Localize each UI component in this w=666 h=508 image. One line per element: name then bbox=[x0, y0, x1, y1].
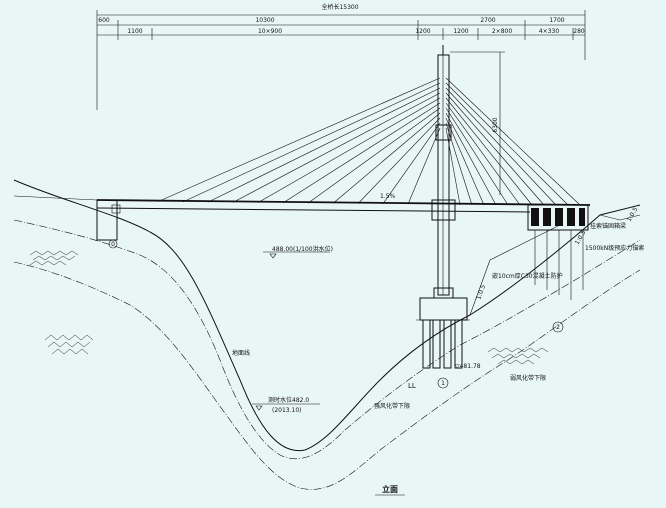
cable-right-4 bbox=[445, 97, 533, 206]
cable-right-8 bbox=[445, 117, 485, 206]
weathered-right: 弱风化带下限 bbox=[510, 374, 546, 382]
weathered-left: 强风化带下限 bbox=[374, 402, 410, 410]
cable-left-1 bbox=[182, 82, 441, 203]
cable-left-8 bbox=[357, 117, 441, 204]
dim-sub-4: 2×800 bbox=[492, 28, 512, 35]
terrain bbox=[13, 179, 641, 490]
rock-hatch-left bbox=[29, 250, 94, 355]
dim-sub-3: 1200 bbox=[453, 28, 468, 35]
cable-right-9 bbox=[445, 122, 473, 206]
slope-1: 1:0.5 bbox=[475, 284, 487, 301]
slope-main: 1.5% bbox=[380, 193, 396, 200]
cable-left-9 bbox=[382, 122, 441, 205]
cable-left-0 bbox=[157, 77, 441, 202]
dim-span-1: 10300 bbox=[255, 17, 274, 24]
deck: 0 1.5% bbox=[13, 193, 591, 249]
cable-left-4 bbox=[257, 97, 441, 203]
dim-sub-1: 10×900 bbox=[258, 28, 282, 35]
cable-right-6 bbox=[445, 107, 509, 206]
dim-sub-6: 280 bbox=[573, 28, 585, 35]
dim-span-2: 2700 bbox=[480, 17, 495, 24]
cable-right-1 bbox=[445, 82, 569, 206]
elev-pier: ▽481.78 bbox=[455, 363, 481, 370]
pier-1-label: 1 bbox=[441, 380, 445, 387]
pier-0-label: 0 bbox=[111, 241, 115, 248]
cable-right-10 bbox=[445, 127, 461, 206]
dim-span-0: 600 bbox=[98, 17, 110, 24]
cable-left-5 bbox=[282, 102, 441, 204]
dim-sub-2: 1200 bbox=[415, 28, 430, 35]
slope-2: 1:0.5 bbox=[574, 229, 588, 246]
dim-span-3: 1700 bbox=[549, 17, 564, 24]
cable-right-5 bbox=[445, 102, 521, 206]
cable-right-7 bbox=[445, 112, 497, 206]
water-flood: 488.00(1/100洪水位) bbox=[272, 245, 333, 253]
pier-mark: LL bbox=[408, 382, 416, 390]
stay-cables bbox=[157, 77, 581, 206]
cable-left-7 bbox=[332, 112, 441, 204]
rock-hatch-right bbox=[487, 347, 549, 365]
water-measured: 测时水位482.0 bbox=[268, 396, 309, 404]
pylon bbox=[416, 45, 470, 369]
dim-sub-5: 4×330 bbox=[539, 28, 559, 35]
ground-line: 地面线 bbox=[232, 349, 250, 357]
pier-2-label: 2 bbox=[556, 324, 560, 331]
cable-right-0 bbox=[445, 77, 581, 206]
bottom-title: 立面 bbox=[382, 484, 398, 494]
cable-left-10 bbox=[407, 127, 441, 205]
dim-total: 全桥长15300 bbox=[321, 3, 358, 11]
cable-right-3 bbox=[445, 92, 545, 206]
pile-label: 嵌10cm厚C30混凝土防护 bbox=[492, 272, 563, 280]
anchor-box-label: 挂索锚固箱梁 bbox=[590, 222, 626, 230]
water-date: (2013.10) bbox=[272, 407, 302, 414]
cable-left-6 bbox=[307, 107, 441, 204]
cable-left-2 bbox=[207, 87, 441, 203]
dim-sub-0: 1100 bbox=[127, 28, 142, 35]
prestress-label: 1500kN级预应力锚索 bbox=[585, 244, 644, 252]
cable-left-3 bbox=[232, 92, 441, 203]
cable-right-2 bbox=[445, 87, 557, 206]
